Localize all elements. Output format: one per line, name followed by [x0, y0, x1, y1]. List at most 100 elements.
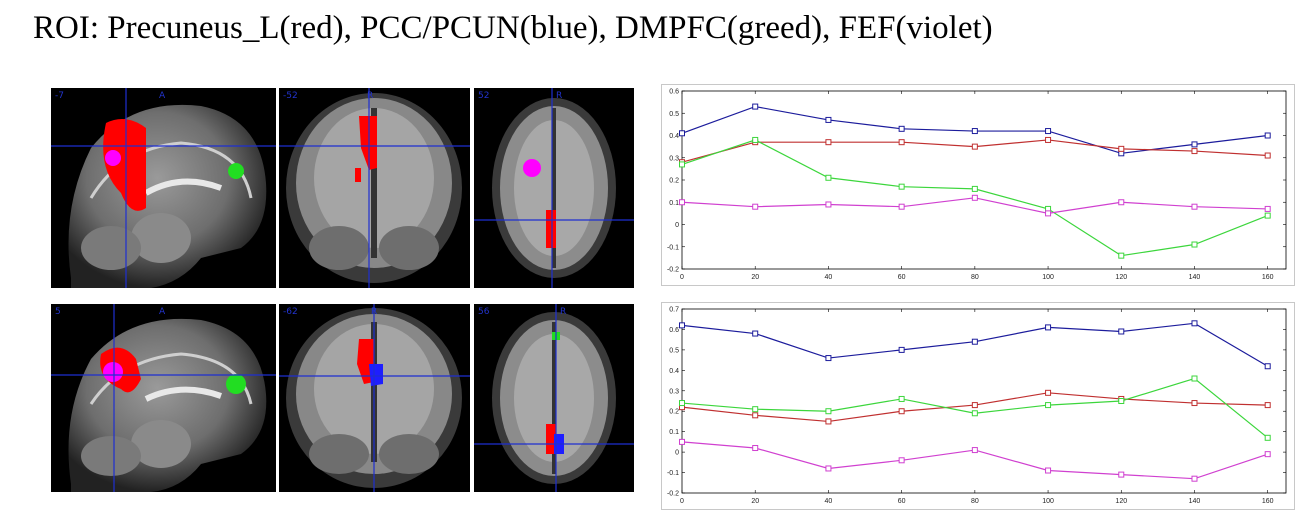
data-point [752, 136, 759, 143]
data-point [825, 139, 832, 146]
data-point [1191, 203, 1198, 210]
data-point [971, 128, 978, 135]
brain-slice-coronal-1: -52 R [279, 88, 470, 288]
data-point [825, 355, 832, 362]
slice-coord-label: 5 [55, 307, 61, 317]
data-point [752, 330, 759, 337]
data-point [971, 447, 978, 454]
line-chart-bottom: -0.2 -0.1 0 0.1 0.2 0.3 0.4 0.5 0.6 0.7 0 20 40 60 80 1… [661, 302, 1295, 510]
data-point [898, 457, 905, 464]
brain-slice-sagittal-1: -7 A [51, 88, 276, 288]
brain-slice-sagittal-2: 5 A [51, 304, 276, 492]
data-point [1191, 375, 1198, 382]
y-tick-label: 0.1 [669, 429, 679, 436]
data-point [1191, 320, 1198, 327]
data-point [825, 408, 832, 415]
y-tick-label: 0.4 [669, 133, 679, 140]
slice-coord-label: 56 [478, 307, 490, 317]
data-point [1264, 451, 1271, 458]
data-point [679, 400, 685, 407]
x-tick-label: 60 [898, 274, 906, 281]
data-point [1191, 148, 1198, 155]
data-point [1264, 363, 1271, 370]
data-point [752, 412, 759, 419]
slice-coord-label: 52 [478, 91, 489, 101]
data-point [898, 395, 905, 402]
data-point [1264, 212, 1271, 219]
data-point [1191, 141, 1198, 148]
x-tick-label: 120 [1115, 274, 1127, 281]
brain-slice-coronal-2: -62 R [279, 304, 470, 492]
y-tick-label: 0.5 [669, 111, 679, 118]
data-point [679, 199, 685, 206]
data-point [1264, 132, 1271, 139]
data-point [898, 183, 905, 190]
data-point [898, 139, 905, 146]
data-point [971, 143, 978, 150]
y-tick-label: 0.2 [669, 178, 679, 185]
y-tick-label: 0.6 [669, 327, 679, 334]
y-tick-label: 0.2 [669, 409, 679, 416]
y-tick-label: 0.1 [669, 200, 679, 207]
data-point [679, 322, 685, 329]
brain-slice-axial-1: 52 R [474, 88, 634, 288]
slice-side-label: R [556, 91, 562, 101]
data-point [825, 116, 832, 123]
y-tick-label: 0.3 [669, 155, 679, 162]
line-chart-top-plot: -0.2 -0.1 0 0.1 0.2 0.3 0.4 0.5 0.6 0 20 40 60 80 100 1… [667, 89, 1287, 281]
x-tick-label: 120 [1115, 498, 1127, 505]
y-tick-label: 0.4 [669, 368, 679, 375]
data-point [1118, 471, 1125, 478]
y-tick-label: 0.3 [669, 388, 679, 395]
data-point [1191, 400, 1198, 407]
data-point [825, 418, 832, 425]
x-tick-label: 20 [751, 274, 759, 281]
data-point [1045, 210, 1052, 217]
x-tick-label: 0 [680, 274, 684, 281]
data-point [971, 194, 978, 201]
data-point [971, 402, 978, 409]
data-point [752, 103, 759, 110]
data-point [825, 174, 832, 181]
slice-side-label: R [371, 307, 377, 317]
x-tick-label: 100 [1042, 274, 1054, 281]
data-point [1264, 402, 1271, 409]
slice-side-label: R [367, 91, 373, 101]
data-point [1264, 152, 1271, 159]
y-tick-label: 0 [675, 450, 679, 457]
slice-coord-label: -7 [55, 91, 64, 101]
data-point [1191, 241, 1198, 248]
x-tick-label: 0 [680, 498, 684, 505]
x-tick-label: 60 [898, 498, 906, 505]
data-point [1118, 398, 1125, 404]
brain-slice-axial-2: 56 R [474, 304, 634, 492]
data-point [752, 406, 759, 413]
data-point [752, 445, 759, 452]
data-point [898, 125, 905, 132]
slice-side-label: A [159, 307, 166, 317]
data-point [1191, 475, 1198, 482]
y-tick-label: 0.5 [669, 347, 679, 354]
data-point [1118, 199, 1125, 206]
data-point [1264, 205, 1271, 212]
slice-coord-label: -52 [283, 91, 298, 101]
data-point [898, 203, 905, 210]
data-point [971, 338, 978, 345]
x-tick-label: 140 [1189, 274, 1201, 281]
x-tick-label: 40 [825, 274, 833, 281]
x-tick-label: 140 [1189, 498, 1201, 505]
data-point [1264, 434, 1271, 441]
data-point [971, 410, 978, 417]
x-tick-label: 160 [1262, 498, 1274, 505]
data-point [1118, 328, 1125, 335]
data-point [1045, 389, 1052, 396]
slice-side-label: R [560, 307, 566, 317]
line-chart-bottom-plot: -0.2 -0.1 0 0.1 0.2 0.3 0.4 0.5 0.6 0.7 0 20 40 60 80 1… [667, 307, 1287, 505]
data-point [752, 203, 759, 210]
y-tick-label: 0.7 [669, 307, 679, 314]
data-point [1118, 252, 1125, 259]
y-tick-label: -0.2 [667, 267, 679, 274]
page-title: ROI: Precuneus_L(red), PCC/PCUN(blue), D… [33, 10, 993, 46]
slice-coord-label: -62 [283, 307, 298, 317]
x-tick-label: 160 [1262, 274, 1274, 281]
